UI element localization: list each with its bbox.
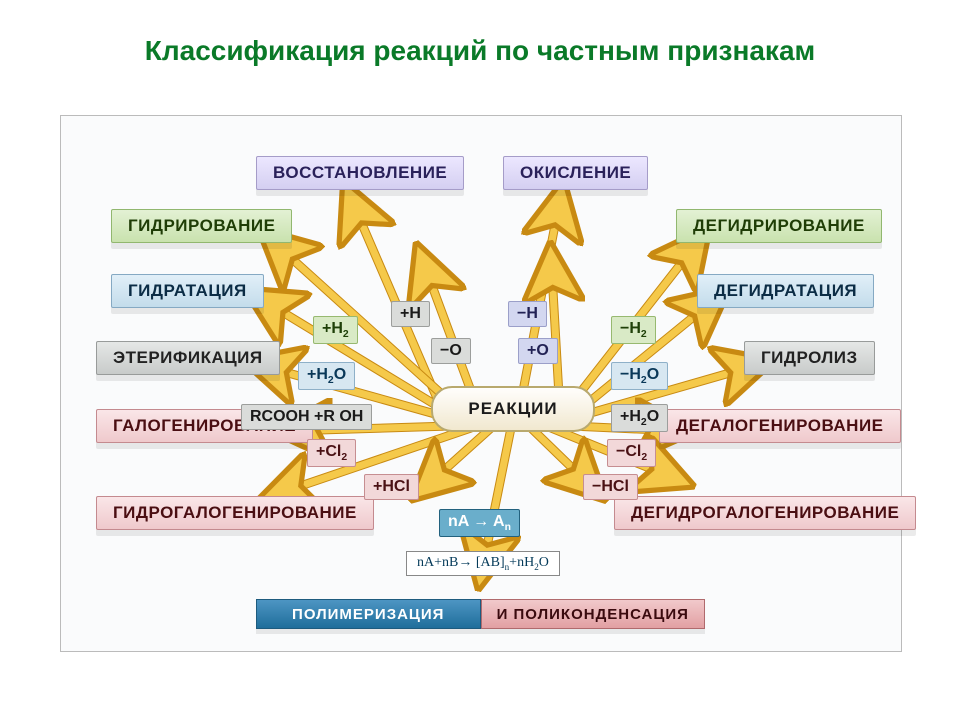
polycondensation-label: И ПОЛИКОНДЕНСАЦИЯ — [481, 599, 706, 629]
box-gidrat: ГИДРАТАЦИЯ — [111, 274, 264, 308]
chip-minus_cl2: −Cl2 — [607, 439, 656, 467]
center-node: РЕАКЦИИ — [431, 386, 595, 432]
chip-minus_o: −O — [431, 338, 471, 364]
arrow-3 — [551, 256, 559, 396]
box-gidrir: ГИДРИРОВАНИЕ — [111, 209, 292, 243]
arrow-0 — [349, 194, 436, 396]
polymer-bar: ПОЛИМЕРИЗАЦИЯ И ПОЛИКОНДЕНСАЦИЯ — [256, 599, 705, 629]
chip-minus_h2o: −H2O — [611, 362, 668, 390]
chip-minus_h2: −H2 — [611, 316, 656, 344]
box-gidrogal: ГИДРОГАЛОГЕНИРОВАНИЕ — [96, 496, 374, 530]
chip-minus_hcl: −HCl — [583, 474, 638, 500]
chip-rcooh: RCOOH +R OH — [241, 404, 372, 430]
arrow-0 — [349, 194, 436, 396]
chip-nA: nA → An — [439, 509, 520, 537]
box-vosst: ВОССТАНОВЛЕНИЕ — [256, 156, 464, 190]
box-degidrat: ДЕГИДРАТАЦИЯ — [697, 274, 874, 308]
box-okis: ОКИСЛЕНИЕ — [503, 156, 648, 190]
diagram-frame: РЕАКЦИИ ВОССТАНОВЛЕНИЕ ОКИСЛЕНИЕ ГИДРИРОВА… — [60, 115, 902, 652]
chip-minus_h: −H — [508, 301, 547, 327]
chip-plus_hcl: +HCl — [364, 474, 419, 500]
arrow-14 — [421, 428, 491, 491]
chip-plus_h2o: +H2O — [298, 362, 355, 390]
chip-plus_h2: +H2 — [313, 316, 358, 344]
page-title: Классификация реакций по частным признак… — [0, 35, 960, 67]
arrow-3 — [551, 256, 559, 396]
chip-plus_h2o_r: +H2O — [611, 404, 668, 432]
box-degidrir: ДЕГИДРИРОВАНИЕ — [676, 209, 882, 243]
box-degidrogal: ДЕГИДРОГАЛОГЕНИРОВАНИЕ — [614, 496, 916, 530]
box-gidroliz: ГИДРОЛИЗ — [744, 341, 875, 375]
chip-plus_h: +H — [391, 301, 430, 327]
arrow-7 — [583, 296, 719, 407]
polymerization-label: ПОЛИМЕРИЗАЦИЯ — [256, 599, 481, 629]
box-eter: ЭТЕРИФИКАЦИЯ — [96, 341, 280, 375]
box-degalog: ДЕГАЛОГЕНИРОВАНИЕ — [659, 409, 901, 443]
formula-bottom: nA+nB→ [AB]n+nH2O — [406, 551, 560, 576]
chip-plus_o: +O — [518, 338, 558, 364]
arrow-7 — [583, 296, 719, 407]
arrow-14 — [421, 428, 491, 491]
chip-plus_cl2: +Cl2 — [307, 439, 356, 467]
